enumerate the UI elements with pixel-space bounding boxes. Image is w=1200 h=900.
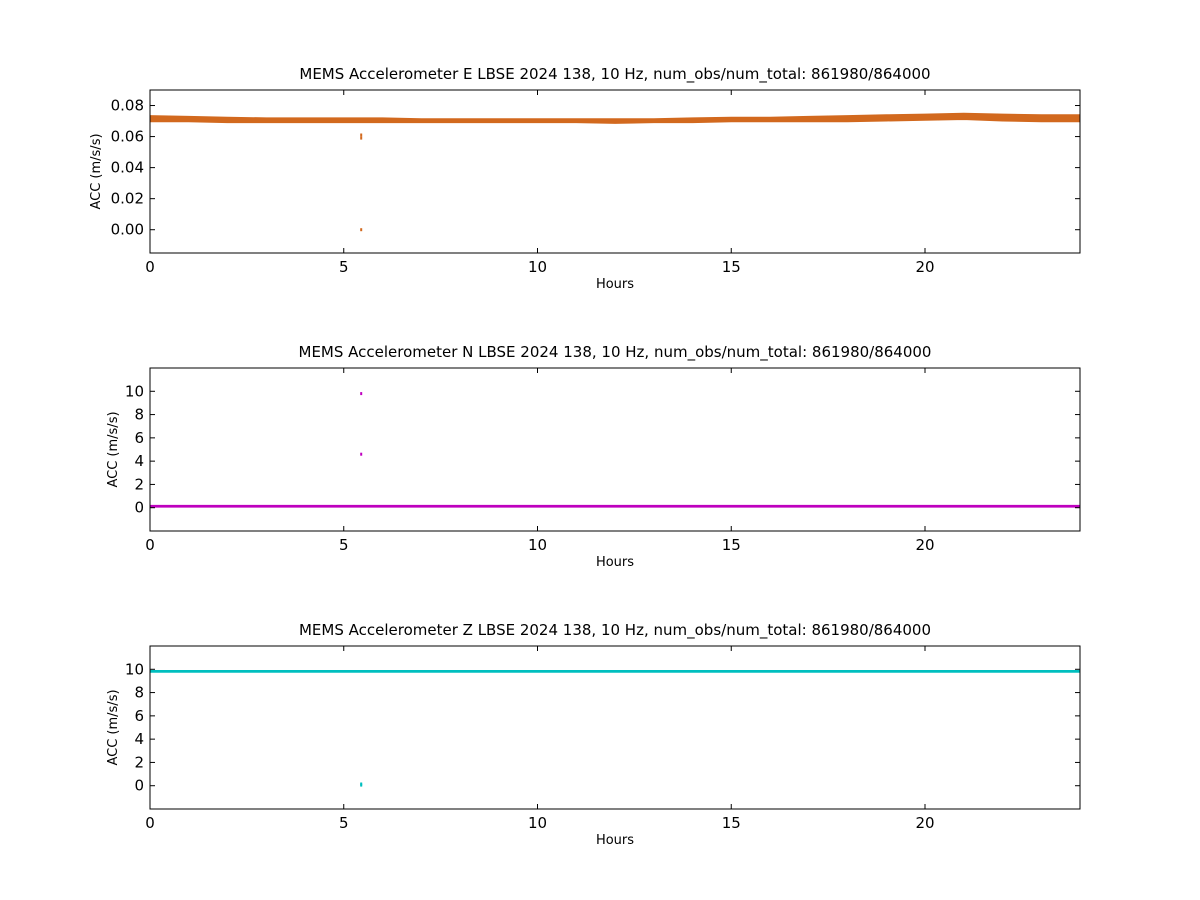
plot-frame [149, 367, 1081, 532]
y-tick-label: 0.06 [111, 128, 144, 146]
series-band [149, 504, 1081, 508]
x-axis-label: Hours [596, 833, 634, 848]
y-tick-label: 2 [134, 475, 144, 493]
panel-title: MEMS Accelerometer Z LBSE 2024 138, 10 H… [299, 621, 931, 640]
outlier-point [360, 133, 363, 137]
x-tick-label: 10 [528, 814, 547, 832]
x-tick-label: 15 [722, 814, 741, 832]
x-tick-label: 0 [145, 814, 155, 832]
y-axis-label: ACC (m/s/s) [106, 689, 121, 765]
panel-e: MEMS Accelerometer E LBSE 2024 138, 10 H… [89, 65, 1081, 292]
x-tick-label: 10 [528, 258, 547, 276]
panel-title: MEMS Accelerometer E LBSE 2024 138, 10 H… [299, 65, 930, 84]
y-tick-label: 0.08 [111, 97, 144, 115]
y-tick-label: 10 [125, 660, 144, 678]
x-axis-label: Hours [596, 555, 634, 570]
outlier-point [360, 228, 363, 232]
plot-frame [149, 645, 1081, 810]
x-tick-label: 20 [915, 536, 934, 554]
x-tick-label: 0 [145, 258, 155, 276]
outlier-point [360, 136, 363, 140]
y-axis-label: ACC (m/s/s) [89, 133, 104, 209]
y-tick-label: 4 [134, 452, 144, 470]
x-tick-label: 20 [915, 814, 934, 832]
y-tick-label: 0.00 [111, 221, 144, 239]
outlier-point [360, 392, 363, 396]
x-tick-label: 5 [339, 258, 349, 276]
y-tick-label: 0.04 [111, 159, 144, 177]
y-tick-label: 10 [125, 382, 144, 400]
y-tick-label: 2 [134, 753, 144, 771]
x-tick-label: 5 [339, 814, 349, 832]
panel-title: MEMS Accelerometer N LBSE 2024 138, 10 H… [299, 343, 932, 362]
x-tick-label: 15 [722, 258, 741, 276]
panel-z: MEMS Accelerometer Z LBSE 2024 138, 10 H… [106, 621, 1081, 848]
y-tick-label: 6 [134, 707, 144, 725]
y-tick-label: 0 [134, 777, 144, 795]
panel-n: MEMS Accelerometer N LBSE 2024 138, 10 H… [106, 343, 1081, 570]
x-tick-label: 15 [722, 536, 741, 554]
y-tick-label: 8 [134, 406, 144, 424]
outlier-point [360, 452, 363, 456]
x-axis-label: Hours [596, 277, 634, 292]
outlier-point [360, 782, 363, 786]
x-tick-label: 5 [339, 536, 349, 554]
y-tick-label: 0 [134, 499, 144, 517]
y-tick-label: 0.02 [111, 190, 144, 208]
y-tick-label: 8 [134, 684, 144, 702]
x-tick-label: 20 [915, 258, 934, 276]
y-tick-label: 4 [134, 730, 144, 748]
y-axis-label: ACC (m/s/s) [106, 411, 121, 487]
plot-frame [149, 89, 1081, 254]
x-tick-label: 10 [528, 536, 547, 554]
series-band [149, 670, 1081, 673]
x-tick-label: 0 [145, 536, 155, 554]
y-tick-label: 6 [134, 429, 144, 447]
